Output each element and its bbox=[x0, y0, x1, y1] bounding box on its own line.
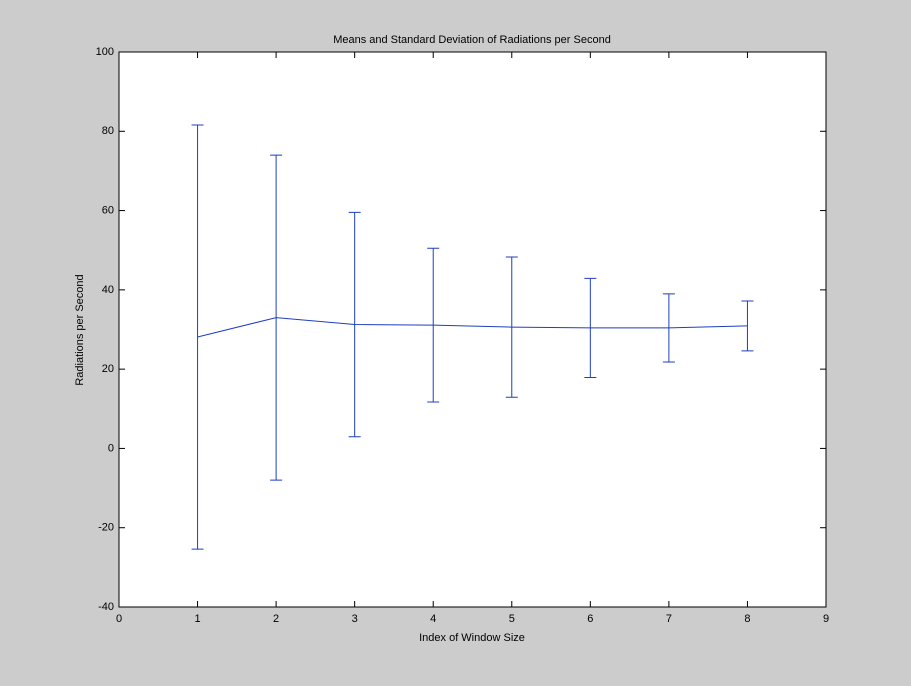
y-tick-label: 20 bbox=[102, 363, 114, 375]
error-bar bbox=[584, 277, 597, 378]
error-bar bbox=[662, 293, 675, 363]
y-axis-label: Radiations per Second bbox=[74, 274, 86, 385]
x-tick-label: 4 bbox=[430, 613, 436, 625]
y-tick-label: 0 bbox=[108, 442, 114, 454]
mean-line bbox=[197, 317, 748, 338]
plot-area bbox=[118, 51, 827, 608]
x-tick-label: 2 bbox=[273, 613, 279, 625]
y-tick-label: 40 bbox=[102, 284, 114, 296]
x-axis-label: Index of Window Size bbox=[419, 632, 525, 644]
chart-title: Means and Standard Deviation of Radiatio… bbox=[333, 34, 611, 46]
x-tick-label: 9 bbox=[823, 613, 829, 625]
error-bar bbox=[427, 247, 440, 403]
error-bar bbox=[741, 300, 754, 352]
y-tick-label: -40 bbox=[98, 601, 114, 613]
error-bar bbox=[505, 256, 518, 398]
y-tick-label: 60 bbox=[102, 204, 114, 216]
error-bar bbox=[270, 154, 283, 481]
x-tick-label: 8 bbox=[744, 613, 750, 625]
x-tick-label: 1 bbox=[194, 613, 200, 625]
error-bar bbox=[191, 124, 204, 550]
x-tick-label: 0 bbox=[116, 613, 122, 625]
y-tick-label: 80 bbox=[102, 125, 114, 137]
x-tick-label: 3 bbox=[352, 613, 358, 625]
error-bar bbox=[348, 211, 361, 438]
x-tick-label: 7 bbox=[666, 613, 672, 625]
x-tick-label: 6 bbox=[587, 613, 593, 625]
y-tick-label: 100 bbox=[96, 46, 114, 58]
y-tick-label: -20 bbox=[98, 522, 114, 534]
x-tick-label: 5 bbox=[509, 613, 515, 625]
